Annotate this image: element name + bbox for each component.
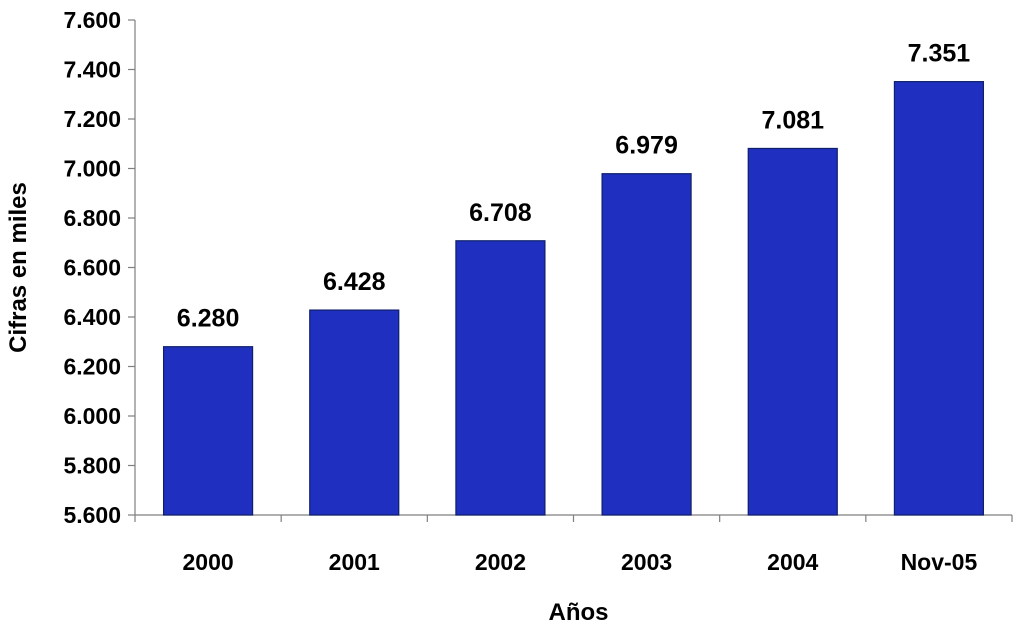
y-tick-label: 5.600 (63, 502, 121, 528)
bar (601, 173, 692, 516)
y-tick-label: 7.200 (63, 106, 121, 132)
bar-value-label: 6.428 (323, 268, 386, 296)
tick-marks (128, 19, 1013, 522)
x-tick-label: 2001 (329, 549, 380, 575)
y-tick-label: 6.000 (63, 403, 121, 429)
y-tick-label: 6.800 (63, 205, 121, 231)
y-tick-label: 7.600 (63, 7, 121, 33)
bar-value-label: 7.351 (908, 40, 971, 68)
bar (162, 346, 254, 516)
y-axis-title: Cifras en miles (5, 182, 32, 353)
bar-value-label: 6.708 (469, 199, 532, 227)
labels: 5.600 5.800 6.000 6.200 6.400 6.600 6.800 7.000… (63, 7, 977, 575)
y-tick-label: 6.400 (63, 304, 121, 330)
x-tick-label: 2002 (475, 549, 526, 575)
bars (162, 81, 985, 516)
axes (134, 20, 1012, 516)
y-tick-label: 6.600 (63, 255, 121, 281)
bar (893, 81, 985, 516)
y-tick-label: 5.800 (63, 453, 121, 479)
x-tick-label: 2000 (182, 549, 233, 575)
bar-value-label: 6.979 (615, 132, 678, 160)
bar (747, 147, 838, 516)
bar-value-label: 7.081 (761, 106, 824, 134)
bar (309, 309, 400, 516)
x-tick-label: 2003 (621, 549, 672, 575)
x-axis-title: Años (549, 599, 609, 626)
x-tick-label: Nov-05 (901, 549, 978, 575)
bar-value-label: 6.280 (177, 305, 240, 333)
y-tick-label: 7.400 (63, 57, 121, 83)
x-tick-label: 2004 (767, 549, 818, 575)
y-tick-label: 7.000 (63, 156, 121, 182)
bar (455, 240, 546, 516)
y-tick-label: 6.200 (63, 354, 121, 380)
